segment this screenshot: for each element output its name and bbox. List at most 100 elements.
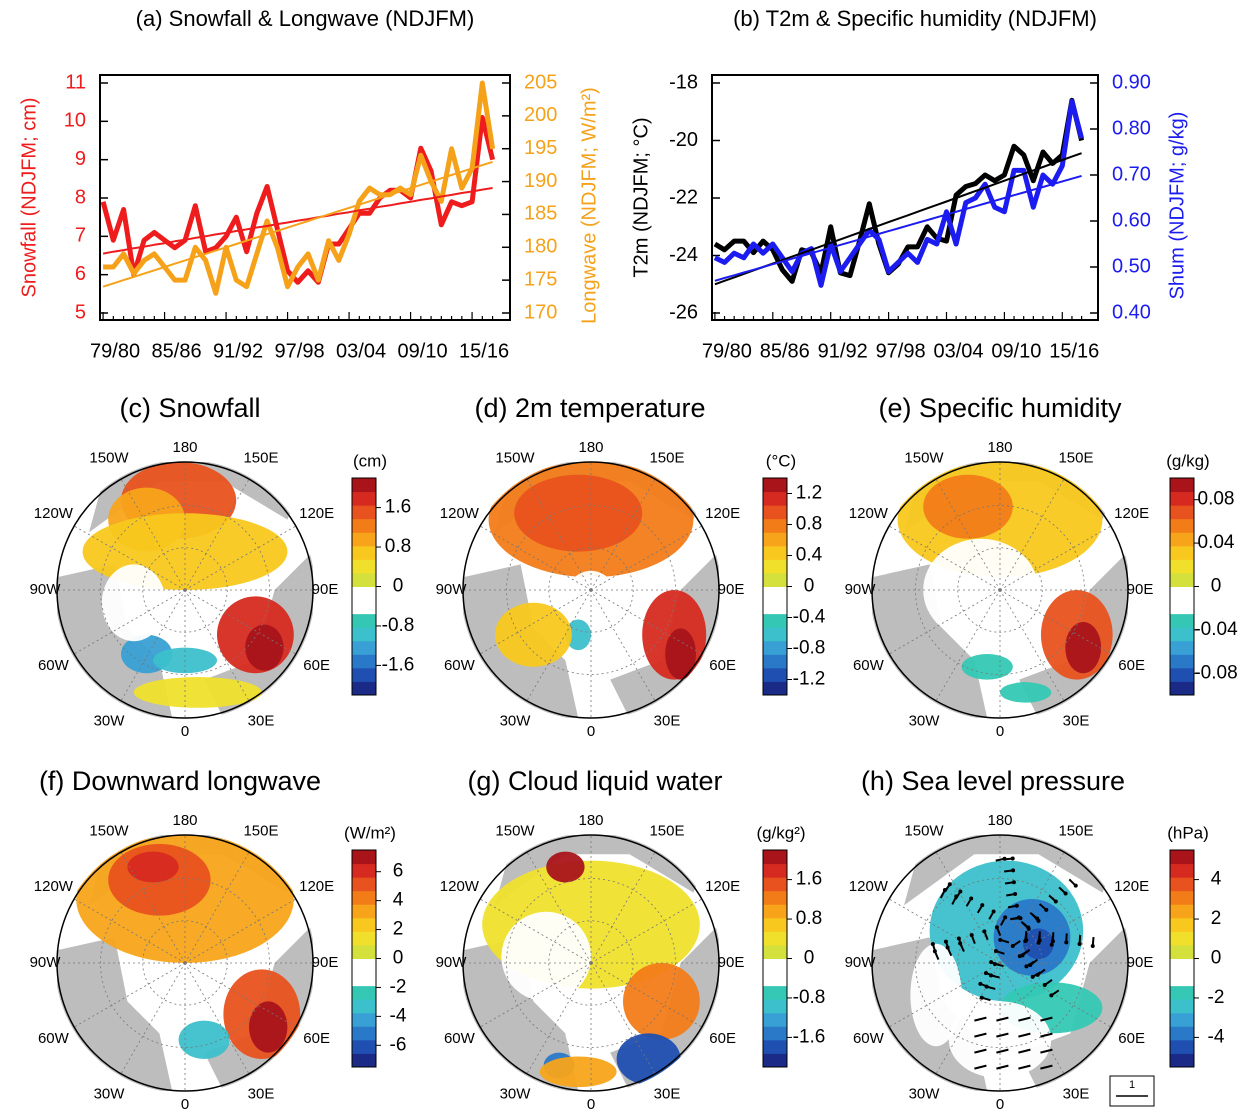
- colorbar-band: [763, 999, 787, 1013]
- y-tick-label: 10: [64, 110, 86, 132]
- colorbar-band: [1170, 1053, 1194, 1067]
- longitude-label: 60E: [1118, 1030, 1145, 1047]
- colorbar-band: [352, 668, 376, 682]
- colorbar-band: [763, 573, 787, 587]
- wind-arrowhead: [1050, 943, 1054, 947]
- colorbar-band: [352, 681, 376, 695]
- wind-arrowhead: [1074, 884, 1078, 888]
- y-tick-label: 8: [75, 186, 86, 208]
- longitude-label: 60W: [38, 1030, 70, 1047]
- x-tick-label: 09/10: [991, 340, 1041, 362]
- longitude-label: 30W: [94, 713, 126, 730]
- x-tick-label: 97/98: [275, 340, 325, 362]
- y-tick-label: -22: [669, 186, 698, 208]
- trend-line: [103, 188, 493, 254]
- longitude-label: 120W: [849, 505, 889, 522]
- colorbar-tick-label: 0.8: [796, 908, 822, 929]
- y2-tick-label: 190: [524, 170, 557, 192]
- colorbar-tick-label: 0: [1211, 948, 1222, 969]
- longitude-label: 90E: [312, 954, 339, 971]
- longitude-label: 150E: [1058, 822, 1093, 839]
- wind-arrowhead: [948, 882, 952, 886]
- wind-arrowhead: [978, 982, 982, 986]
- longitude-label: 150E: [243, 822, 278, 839]
- wind-arrowhead: [1043, 983, 1047, 987]
- colorbar-band: [352, 972, 376, 986]
- longitude-label: 120E: [705, 878, 740, 895]
- field-patch: [665, 628, 696, 679]
- wind-arrowhead: [1012, 880, 1016, 884]
- wind-arrowhead: [1027, 927, 1031, 931]
- colorbar-band: [763, 559, 787, 573]
- field-patch: [1065, 622, 1101, 673]
- longitude-label: 90W: [30, 954, 62, 971]
- colorbar-tick-label: 0.04: [1198, 532, 1235, 553]
- x-tick-label: 91/92: [818, 340, 868, 362]
- longitude-label: 120E: [299, 878, 334, 895]
- wind-arrowhead: [995, 925, 999, 929]
- x-tick-label: 79/80: [90, 340, 140, 362]
- wind-arrowhead: [1013, 892, 1017, 896]
- colorbar-band: [352, 587, 376, 601]
- colorbar-band: [1170, 492, 1194, 506]
- colorbar-tick-label: 6: [393, 861, 404, 882]
- colorbar-unit: (g/kg²): [756, 823, 805, 842]
- reference-label: 1: [1129, 1079, 1135, 1091]
- field-patch: [245, 625, 283, 671]
- x-tick-label: 79/80: [702, 340, 752, 362]
- data-line: [715, 101, 1082, 285]
- colorbar-band: [1170, 627, 1194, 641]
- colorbar-band: [763, 614, 787, 628]
- y2-tick-label: 0.40: [1112, 301, 1151, 323]
- colorbar-band: [1170, 587, 1194, 601]
- longitude-label: 90E: [718, 954, 745, 971]
- longitude-label: 150E: [649, 822, 684, 839]
- longitude-label: 30W: [909, 1086, 941, 1103]
- wind-arrowhead: [1011, 856, 1015, 860]
- colorbar-band: [1170, 877, 1194, 891]
- colorbar-band: [763, 959, 787, 973]
- longitude-label: 90W: [30, 581, 62, 598]
- colorbar-band: [763, 668, 787, 682]
- colorbar-band: [763, 918, 787, 932]
- longitude-label: 120W: [34, 878, 74, 895]
- longitude-label: 90E: [312, 581, 339, 598]
- colorbar-band: [352, 904, 376, 918]
- map-field: [57, 462, 313, 718]
- colorbar-unit: (hPa): [1167, 823, 1209, 842]
- wind-arrowhead: [1064, 940, 1068, 944]
- colorbar-tick-label: -1.6: [793, 1026, 826, 1047]
- colorbar-band: [1170, 519, 1194, 533]
- x-tick-label: 91/92: [213, 340, 263, 362]
- x-tick-label: 85/86: [152, 340, 202, 362]
- wind-arrowhead: [1091, 944, 1095, 948]
- colorbar-band: [763, 587, 787, 601]
- colorbar-tick-label: 0: [393, 948, 404, 969]
- longitude-label: 60W: [38, 657, 70, 674]
- y2-tick-label: 180: [524, 236, 557, 258]
- longitude-label: 60W: [444, 1030, 476, 1047]
- colorbar-tick-label: 0: [804, 948, 815, 969]
- wind-arrowhead: [1018, 954, 1022, 958]
- longitude-label: 60E: [303, 657, 330, 674]
- colorbar-band: [1170, 999, 1194, 1013]
- wind-arrowhead: [1011, 944, 1015, 948]
- map-field: [872, 462, 1128, 718]
- colorbar-band: [1170, 654, 1194, 668]
- longitude-label: 0: [996, 1096, 1004, 1109]
- wind-arrowhead: [931, 942, 935, 946]
- colorbar-band: [1170, 641, 1194, 655]
- chart-title: (b) T2m & Specific humidity (NDJFM): [733, 6, 1097, 31]
- colorbar-band: [1170, 972, 1194, 986]
- y2-axis-title: Longwave (NDJFM; W/m²): [578, 87, 600, 324]
- colorbar-band: [763, 904, 787, 918]
- colorbar-band: [352, 600, 376, 614]
- longitude-label: 150W: [495, 822, 535, 839]
- x-tick-label: 09/10: [398, 340, 448, 362]
- y2-tick-label: 0.60: [1112, 209, 1151, 231]
- y2-tick-label: 200: [524, 104, 557, 126]
- wind-arrowhead: [989, 960, 993, 964]
